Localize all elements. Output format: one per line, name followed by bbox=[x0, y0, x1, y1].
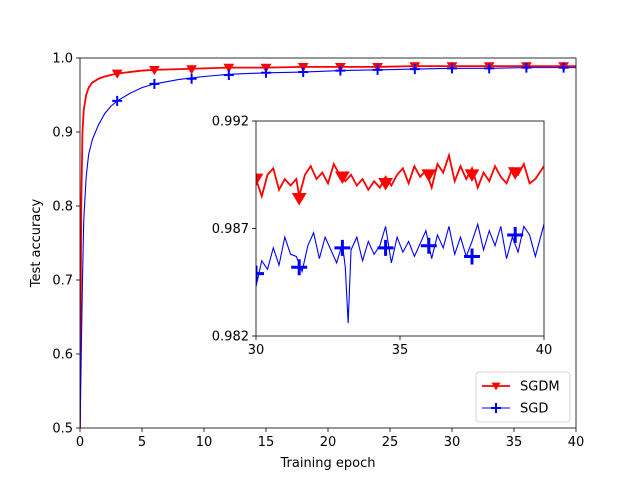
inset-plot: 30 35 40 0.982 0.987 0.992 bbox=[212, 115, 552, 359]
main-sgd-marker bbox=[409, 64, 420, 75]
inset-x-tick-label: 30 bbox=[248, 343, 265, 358]
main-sgdm-marker bbox=[111, 69, 123, 79]
inset-sgd-marker bbox=[334, 239, 351, 256]
legend-sgd-label: SGD bbox=[520, 402, 548, 417]
main-x-tick-label: 30 bbox=[444, 435, 461, 450]
legend-frame bbox=[475, 371, 571, 423]
main-sgd-marker bbox=[521, 62, 532, 73]
inset-sgd-marker bbox=[256, 265, 264, 282]
main-sgd-marker bbox=[558, 62, 569, 73]
legend-sgdm-marker bbox=[491, 382, 501, 391]
inset-sgd-marker bbox=[507, 226, 524, 243]
main-y-tick-label: 0.7 bbox=[52, 274, 73, 289]
main-series-group bbox=[80, 62, 576, 428]
main-x-tick-label: 40 bbox=[568, 435, 585, 450]
main-sgd-marker bbox=[447, 63, 457, 74]
inset-sgd-marker bbox=[377, 239, 394, 256]
main-sgd-marker bbox=[223, 70, 234, 81]
inset-sgdm-marker bbox=[335, 171, 350, 185]
main-sgd-marker bbox=[186, 73, 197, 84]
main-sgd-marker bbox=[112, 95, 123, 106]
main-sgd-marker bbox=[298, 67, 309, 78]
main-y-tick-label: 0.6 bbox=[52, 348, 73, 363]
main-sgdm-marker bbox=[149, 65, 160, 76]
main-y-tick-label: 0.9 bbox=[52, 126, 73, 141]
inset-sgdm-marker bbox=[378, 177, 393, 191]
main-x-tick-label: 5 bbox=[138, 435, 146, 450]
main-y-tick-label: 1.0 bbox=[52, 52, 73, 67]
legend: SGDM SGD bbox=[475, 371, 571, 423]
inset-sgd-marker bbox=[291, 259, 308, 276]
inset-plot-background bbox=[256, 121, 544, 336]
main-sgd-marker bbox=[372, 64, 383, 75]
inset-series-group bbox=[256, 152, 544, 324]
main-x-tick-label: 0 bbox=[76, 435, 84, 450]
inset-sgdm-marker bbox=[421, 169, 437, 182]
inset-sgdm-line bbox=[256, 152, 544, 200]
main-x-tick-label: 25 bbox=[382, 435, 399, 450]
inset-sgdm-marker bbox=[464, 169, 480, 182]
main-x-tick-label: 15 bbox=[258, 435, 275, 450]
main-y-tick-label: 0.8 bbox=[52, 200, 73, 215]
legend-sgdm-label: SGDM bbox=[520, 380, 560, 395]
inset-x-tick-label: 40 bbox=[536, 343, 553, 358]
main-sgdm-marker bbox=[223, 63, 235, 73]
inset-sgdm-marker bbox=[291, 193, 307, 206]
y-axis-label: Test accuracy bbox=[29, 199, 44, 289]
main-sgd-marker bbox=[149, 78, 160, 89]
x-axis-label: Training epoch bbox=[279, 456, 375, 471]
inset-y-tick-label: 0.987 bbox=[212, 222, 249, 237]
main-x-tick-label: 35 bbox=[506, 435, 523, 450]
main-y-tick-label: 0.5 bbox=[52, 422, 73, 437]
inset-sgd-marker bbox=[464, 248, 480, 265]
inset-y-tick-label: 0.982 bbox=[212, 330, 249, 345]
inset-x-tick-label: 35 bbox=[392, 343, 409, 358]
main-x-tick-label: 20 bbox=[320, 435, 337, 450]
inset-sgdm-marker bbox=[507, 167, 523, 180]
main-sgd-marker bbox=[335, 65, 346, 76]
main-sgd-marker bbox=[261, 67, 271, 78]
main-sgd-marker bbox=[484, 63, 495, 74]
inset-sgdm-marker bbox=[256, 173, 264, 187]
main-x-tick-label: 10 bbox=[196, 435, 213, 450]
main-sgdm-marker bbox=[186, 65, 197, 75]
legend-sgd-marker bbox=[491, 403, 501, 413]
inset-sgd-line bbox=[256, 222, 544, 324]
inset-sgd-marker bbox=[420, 237, 437, 254]
inset-y-tick-label: 0.992 bbox=[212, 115, 249, 130]
